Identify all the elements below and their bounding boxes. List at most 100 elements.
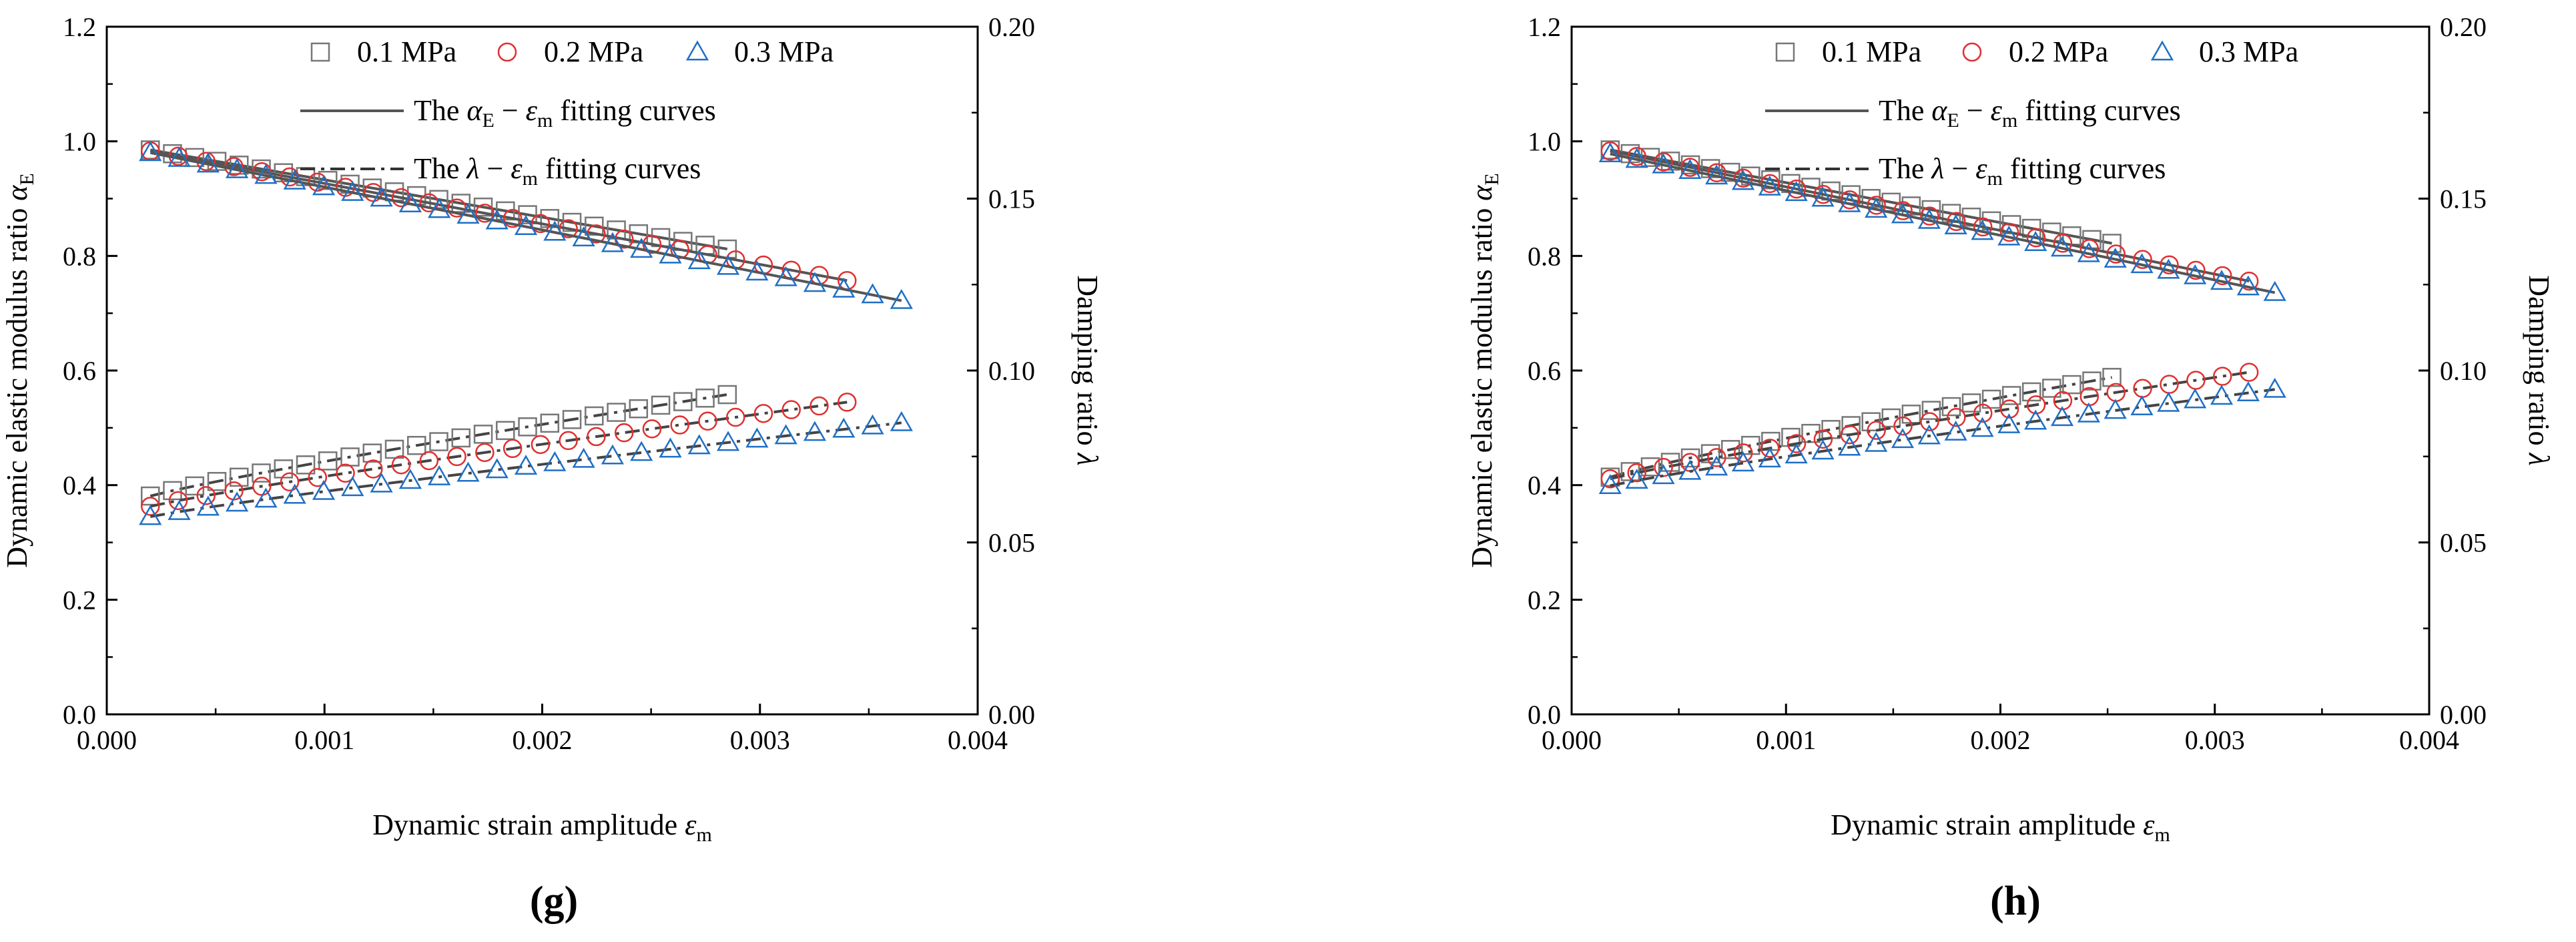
y-right-axis-title-text: Damping ratio	[1071, 275, 1104, 453]
marker-triangle	[572, 447, 595, 468]
legend-lambda-minus: −	[1944, 152, 1975, 185]
legend-label: 0.1 MPa	[357, 35, 456, 68]
y-left-tick-label: 0.0	[1528, 700, 1561, 730]
marker-circle	[391, 455, 411, 475]
legend-alpha-eps: ε	[1991, 94, 2003, 127]
legend-lambda-label: The λ − εm fitting curves	[414, 152, 701, 190]
y-left-axis-title-sub: E	[16, 173, 38, 185]
x-axis-title-text: Dynamic strain amplitude	[1831, 808, 2143, 841]
x-axis-title-symbol: ε	[2143, 808, 2155, 841]
marker-square	[1700, 444, 1720, 463]
marker-circle	[1707, 163, 1726, 182]
marker-triangle	[1625, 148, 1648, 168]
legend-lambda-eps: ε	[511, 152, 523, 185]
legend-alpha-label: The αE − εm fitting curves	[1879, 94, 2181, 132]
marker-circle	[1973, 217, 1993, 237]
x-tick-label: 0.004	[948, 725, 1008, 755]
legend-alpha-eps: ε	[526, 94, 538, 127]
marker-triangle	[2130, 395, 2154, 416]
marker-circle	[614, 423, 634, 443]
marker-square	[2001, 386, 2021, 405]
marker-circle	[1962, 42, 1982, 62]
y-left-tick-label: 0.6	[1528, 356, 1561, 386]
marker-circle	[2160, 255, 2179, 274]
series-0-1-MPa	[141, 140, 737, 506]
y-right-axis-title: Damping ratio λ	[2523, 275, 2555, 465]
marker-square	[274, 459, 294, 479]
marker-square	[318, 451, 338, 471]
marker-square	[163, 481, 182, 501]
marker-triangle	[1838, 192, 1861, 212]
marker-circle	[2213, 266, 2232, 286]
marker-circle	[1867, 421, 1886, 440]
legend-alpha-eps-sub: m	[2002, 109, 2017, 132]
marker-triangle	[370, 186, 393, 207]
y-left-tick-label: 0.8	[1528, 241, 1561, 271]
y-left-tick-label: 0.4	[63, 471, 96, 501]
marker-circle	[2133, 250, 2152, 269]
marker-triangle	[370, 472, 393, 493]
marker-circle	[531, 214, 551, 234]
marker-triangle	[168, 499, 191, 520]
marker-triangle	[2210, 270, 2234, 290]
marker-triangle	[572, 226, 595, 247]
legend-label: 0.2 MPa	[544, 35, 643, 68]
marker-circle	[447, 447, 466, 467]
legend-alpha-suffix: fitting curves	[553, 94, 715, 127]
marker-triangle	[514, 455, 538, 475]
marker-triangle	[1652, 153, 1675, 174]
panel-caption: (h)	[1990, 879, 2041, 924]
marker-triangle	[832, 417, 856, 438]
marker-circle	[503, 439, 523, 459]
marker-square	[429, 432, 448, 451]
marker-square	[2022, 382, 2041, 402]
y-left-tick-label: 1.2	[63, 12, 96, 42]
marker-circle	[1707, 448, 1726, 467]
damping-fit-curve	[149, 393, 728, 497]
marker-triangle	[745, 427, 769, 448]
marker-triangle	[283, 483, 306, 504]
marker-triangle	[2104, 399, 2127, 419]
legend-lambda-suffix: fitting curves	[538, 152, 701, 185]
marker-square	[540, 413, 560, 433]
marker-triangle	[716, 254, 740, 275]
marker-square	[1921, 401, 1941, 420]
marker-square	[496, 421, 515, 441]
legend-lambda-symbol: λ	[465, 152, 479, 185]
y-left-tick-label: 1.0	[63, 127, 96, 157]
x-axis-title-sub: m	[697, 824, 712, 846]
marker-triangle	[601, 444, 625, 465]
marker-triangle	[2184, 388, 2207, 409]
legend-label: 0.1 MPa	[1822, 35, 1921, 68]
marker-circle	[1787, 179, 1807, 199]
marker-triangle	[1891, 428, 1915, 449]
legend-lambda-prefix: The	[414, 152, 466, 185]
marker-triangle	[2104, 247, 2127, 268]
marker-circle	[447, 198, 466, 218]
legend-label: 0.3 MPa	[2199, 35, 2298, 68]
marker-triangle	[2210, 385, 2234, 405]
marker-square	[1981, 389, 2001, 409]
x-tick-label: 0.001	[1756, 725, 1816, 755]
y-right-tick-label: 0.00	[2440, 700, 2487, 730]
marker-circle	[1760, 439, 1780, 458]
marker-triangle	[456, 204, 480, 224]
y-right-tick-label: 0.20	[988, 12, 1035, 42]
legend-alpha-sub: E	[482, 109, 495, 132]
marker-triangle	[226, 491, 249, 512]
marker-triangle	[1598, 474, 1622, 494]
marker-circle	[1734, 443, 1753, 463]
marker-triangle	[716, 431, 740, 451]
marker-triangle	[687, 434, 711, 455]
x-tick-label: 0.000	[1542, 725, 1602, 755]
legend-lambda-label: The λ − εm fitting curves	[1879, 152, 2166, 190]
marker-circle	[559, 219, 578, 238]
marker-triangle	[1678, 159, 1702, 179]
y-left-tick-label: 1.0	[1528, 127, 1561, 157]
y-left-tick-label: 0.4	[1528, 471, 1561, 501]
legend-alpha-label: The αE − εm fitting curves	[414, 94, 716, 132]
legend-label: 0.2 MPa	[2009, 35, 2108, 68]
series-0-3-MPa	[1598, 142, 2286, 494]
legend-lambda-suffix: fitting curves	[2003, 152, 2166, 185]
plot-frame	[1570, 25, 2431, 716]
